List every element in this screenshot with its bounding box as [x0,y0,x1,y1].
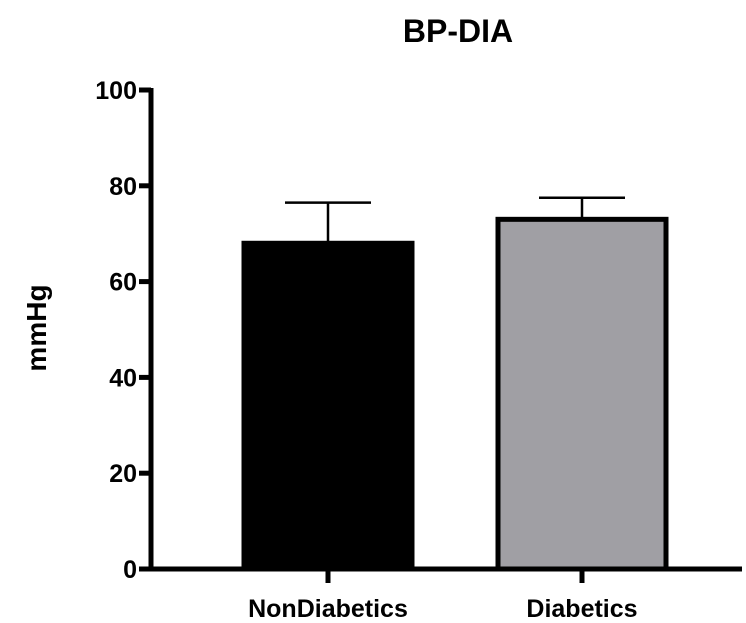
y-tick-label-80: 80 [109,173,137,201]
y-tick-label-0: 0 [123,556,137,584]
y-tick-label-40: 40 [109,364,137,392]
y-tick-label-100: 100 [95,77,137,105]
bars-group [241,196,669,572]
y-tick-label-20: 20 [109,460,137,488]
y-ticks-group: 0 20 40 60 80 100 [95,77,151,584]
x-ticks-group: NonDiabetics Diabetics [248,569,638,623]
x-tick-label-nondiabetics: NonDiabetics [248,595,408,623]
y-tick-label-60: 60 [109,269,137,297]
bar-diabetics [495,216,669,572]
x-tick-label-diabetics: Diabetics [526,595,637,623]
axes-group [148,88,742,572]
chart-title: BP-DIA [403,13,513,49]
bar-nondiabetics [241,240,415,572]
y-axis-label: mmHg [21,284,52,371]
